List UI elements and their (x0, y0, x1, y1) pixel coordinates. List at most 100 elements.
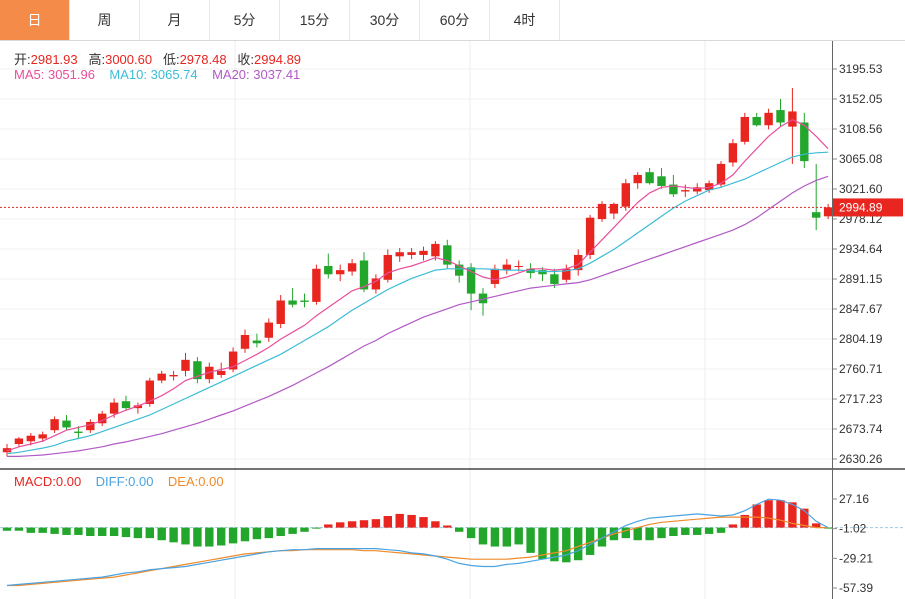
macd-bar (74, 527, 83, 535)
candle (2, 444, 12, 457)
candle (823, 203, 833, 220)
candle (502, 259, 511, 275)
macd-bar (514, 527, 523, 545)
candlestick-series (2, 87, 833, 457)
macd-bar (455, 527, 464, 532)
candle (50, 416, 59, 433)
macd-bar (788, 502, 797, 528)
candle-body (621, 183, 630, 207)
price-tick-label: 2630.26 (839, 452, 883, 466)
high-value: 3000.60 (105, 52, 153, 67)
diff-line (6, 498, 829, 587)
macd-bar (217, 527, 226, 546)
macd-label: MACD: (14, 474, 56, 489)
macd-bar (562, 527, 571, 563)
candle-body (26, 435, 35, 442)
candle-body (752, 116, 761, 126)
macd-bar (300, 527, 309, 532)
candle-body (645, 172, 654, 184)
price-tick-label: 2891.15 (839, 272, 883, 286)
tab-week[interactable]: 周 (70, 0, 140, 40)
macd-bar (502, 527, 511, 547)
chart-grid (0, 41, 905, 599)
candle (276, 294, 285, 329)
candle-body (38, 434, 47, 439)
candle-body (823, 207, 833, 217)
macd-bar (336, 522, 345, 528)
open-label: 开: (14, 52, 31, 67)
candle-body (395, 252, 404, 257)
close-label: 收: (237, 52, 255, 67)
candle-body (86, 421, 95, 431)
price-tick-label: 2934.64 (839, 242, 883, 256)
macd-bar (98, 527, 107, 537)
candle-body (288, 300, 297, 305)
macd-bar (264, 527, 273, 539)
price-tick-label: 2717.23 (839, 392, 883, 406)
price-tick-label: 3195.53 (839, 62, 883, 76)
candle-body (764, 112, 773, 126)
candle-body (252, 340, 262, 344)
candle (597, 201, 607, 222)
high-label: 高: (88, 52, 106, 67)
tab-30min[interactable]: 30分 (350, 0, 420, 40)
candle (645, 168, 654, 185)
price-tick-label: 2847.67 (839, 302, 883, 316)
candle-body (228, 351, 238, 370)
ohlc-readout: 开:2981.93 高:3000.60 低:2978.48 收:2994.89 (14, 49, 301, 68)
macd-bar (193, 527, 202, 547)
candle (574, 249, 583, 276)
candle-body (407, 252, 416, 255)
macd-bar (490, 527, 500, 547)
tab-4hour[interactable]: 4时 (490, 0, 560, 40)
candle-body (336, 270, 345, 275)
candle-body (728, 143, 738, 163)
candle-body (133, 405, 143, 409)
tab-day[interactable]: 日 (0, 0, 70, 40)
macd-bar (312, 527, 321, 529)
macd-tick-label: -57.39 (839, 581, 873, 595)
macd-bar (478, 527, 488, 545)
candle-body (62, 420, 71, 428)
price-tick-label: 3108.56 (839, 122, 883, 136)
price-tick-label: 2673.74 (839, 422, 883, 436)
candle (336, 264, 345, 282)
tab-60min[interactable]: 60分 (420, 0, 490, 40)
candle (252, 333, 262, 348)
last-price-label: 2994.89 (839, 200, 883, 214)
candle (205, 362, 214, 384)
candle (383, 249, 392, 283)
candle-body (264, 322, 273, 338)
low-label: 低: (162, 52, 180, 67)
macd-bar (395, 513, 404, 528)
macd-bar (657, 527, 666, 539)
candle (288, 288, 297, 308)
tab-5min[interactable]: 5分 (210, 0, 280, 40)
candle (407, 248, 416, 260)
macd-bar (347, 521, 357, 528)
macd-bar (585, 527, 595, 555)
candle (704, 180, 714, 193)
candle-body (181, 359, 190, 371)
macd-bar (704, 527, 714, 534)
candle-body (169, 375, 178, 377)
ma5-value: 3051.96 (47, 67, 95, 82)
candle (443, 239, 452, 269)
price-tick-label: 2760.71 (839, 362, 883, 376)
ma10-value: 3065.74 (150, 67, 198, 82)
macd-bar (288, 527, 297, 534)
kline-chart[interactable]: 3195.53 3152.05 3108.56 3065.08 3021.60 2978.… (0, 41, 905, 599)
candle-body (431, 243, 440, 257)
macd-tick-label: -1.02 (839, 522, 867, 536)
macd-bar (716, 527, 726, 533)
candle (264, 318, 273, 342)
macd-bar (383, 516, 392, 528)
tab-15min[interactable]: 15分 (280, 0, 350, 40)
candle (181, 352, 190, 377)
candle (728, 139, 738, 167)
candle (740, 112, 749, 145)
candle (764, 108, 773, 130)
tab-month[interactable]: 月 (140, 0, 210, 40)
candle-body (704, 183, 714, 191)
ma5-label: MA5: (14, 67, 45, 82)
